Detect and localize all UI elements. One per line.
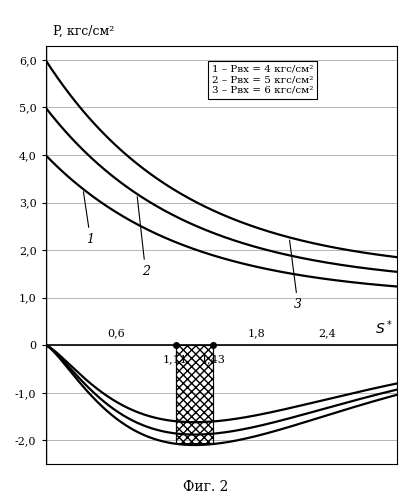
Text: 2,4: 2,4 — [318, 328, 336, 338]
Text: 1,11: 1,11 — [163, 354, 188, 364]
Text: Фиг. 2: Фиг. 2 — [183, 480, 229, 494]
Text: $S^*$: $S^*$ — [375, 318, 393, 337]
Text: 3: 3 — [290, 240, 302, 311]
Text: 0,6: 0,6 — [107, 328, 125, 338]
Text: 1,43: 1,43 — [201, 354, 225, 364]
Text: P, кгс/см²: P, кгс/см² — [53, 24, 114, 37]
Text: 1 – Pвх = 4 кгс/см²
2 – Pвх = 5 кгс/см²
3 – Pвх = 6 кгс/см²: 1 – Pвх = 4 кгс/см² 2 – Pвх = 5 кгс/см² … — [212, 65, 313, 94]
Text: 1: 1 — [83, 192, 94, 246]
Text: 2: 2 — [137, 197, 150, 278]
Text: 1,8: 1,8 — [248, 328, 265, 338]
Bar — [176, 345, 213, 443]
